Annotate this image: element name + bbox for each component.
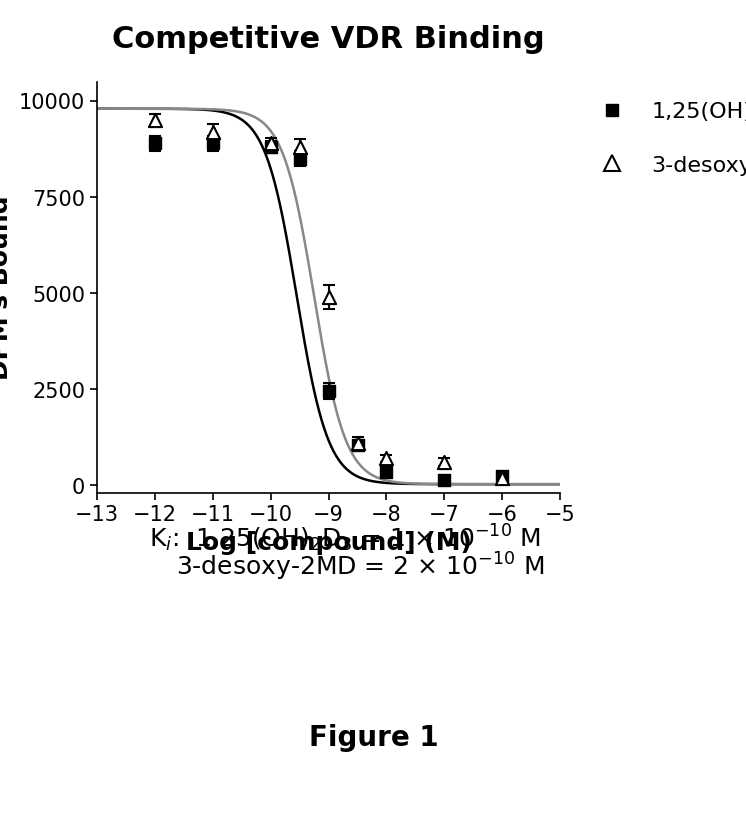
Y-axis label: DPM's Bound: DPM's Bound [0, 196, 13, 380]
3-desoxy-2MD [438, 456, 450, 469]
Text: K$_i$:  1,25(OH)$_2$D$_3$ = 1 × 10$^{-10}$ M: K$_i$: 1,25(OH)$_2$D$_3$ = 1 × 10$^{-10}… [149, 522, 541, 553]
1,25(OH)₂D₃ [207, 137, 219, 150]
3-desoxy-2MD [322, 291, 334, 304]
1,25(OH)₂D₃ [351, 439, 363, 452]
3-desoxy-2MD [351, 436, 363, 450]
Text: Figure 1: Figure 1 [308, 723, 438, 751]
X-axis label: Log [compound] (M): Log [compound] (M) [186, 530, 471, 555]
1,25(OH)₂D₃ [265, 141, 277, 154]
1,25(OH)₂D₃ [496, 469, 508, 483]
3-desoxy-2MD [380, 452, 392, 465]
1,25(OH)₂D₃ [149, 137, 161, 150]
Title: Competitive VDR Binding: Competitive VDR Binding [112, 25, 545, 53]
3-desoxy-2MD [149, 114, 161, 127]
1,25(OH)₂D₃ [322, 385, 334, 398]
3-desoxy-2MD [265, 137, 277, 150]
Text: 3-desoxy-2MD = 2 × 10$^{-10}$ M: 3-desoxy-2MD = 2 × 10$^{-10}$ M [175, 551, 543, 583]
3-desoxy-2MD [207, 126, 219, 139]
Legend: 1,25(OH)₂D₃, 3-desoxy-2MD: 1,25(OH)₂D₃, 3-desoxy-2MD [580, 94, 746, 184]
1,25(OH)₂D₃ [438, 473, 450, 487]
3-desoxy-2MD [496, 471, 508, 484]
3-desoxy-2MD [293, 141, 305, 154]
1,25(OH)₂D₃ [293, 152, 305, 165]
1,25(OH)₂D₃ [380, 465, 392, 478]
